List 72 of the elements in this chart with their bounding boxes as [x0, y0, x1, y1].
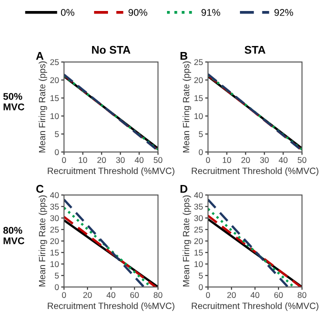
y-tick-label: 0	[198, 284, 203, 290]
y-tick-label: 5	[198, 131, 203, 138]
text: A	[36, 52, 44, 60]
y-tick-label: 40	[194, 192, 203, 198]
x-tick-label: 40	[134, 157, 144, 163]
y-tick-label: 15	[194, 250, 203, 256]
x-tick-label: 0	[62, 157, 66, 163]
y-tick-label: 30	[50, 215, 59, 222]
y-axis-title: Mean Firing Rate (pps)	[182, 61, 192, 152]
y-tick-label: 15	[50, 95, 59, 102]
x-tick-label: 30	[260, 157, 269, 163]
x-tick-label: 0	[62, 292, 66, 298]
y-tick-label: 10	[50, 113, 59, 120]
y-tick-label: 10	[50, 261, 59, 268]
legend-label: 90%	[128, 9, 148, 16]
x-tick-label: 40	[278, 157, 288, 163]
y-tick-label: 15	[194, 95, 203, 102]
text: D	[180, 185, 188, 193]
y-tick-label: 35	[194, 204, 203, 210]
text: 80% MVC	[3, 226, 24, 244]
text: 50% MVC	[3, 92, 24, 110]
x-axis-title: Recruitment Threshold (%MVC)	[192, 302, 318, 311]
x-tick-label: 10	[222, 157, 232, 163]
y-tick-label: 35	[50, 204, 59, 210]
x-tick-label: 20	[83, 292, 92, 298]
y-tick-label: 10	[194, 261, 203, 268]
y-tick-label: 30	[194, 215, 203, 222]
chart-title: No STA	[92, 46, 130, 54]
x-tick-label: 80	[298, 292, 306, 298]
x-tick-label: 30	[116, 157, 125, 163]
legend-label: 0%	[60, 9, 74, 16]
y-tick-label: 15	[50, 250, 59, 256]
x-tick-label: 50	[154, 157, 162, 163]
y-tick-label: 20	[194, 77, 203, 84]
text: B	[180, 52, 188, 60]
x-tick-label: 20	[97, 157, 106, 163]
y-axis-title: Mean Firing Rate (pps)	[38, 195, 48, 286]
y-tick-label: 5	[54, 131, 59, 138]
chart-title: STA	[244, 46, 266, 54]
y-tick-label: 5	[198, 272, 203, 279]
x-tick-label: 0	[206, 157, 210, 163]
y-tick-label: 20	[194, 238, 203, 244]
x-axis-title: Recruitment Threshold (%MVC)	[48, 167, 174, 176]
x-tick-label: 40	[250, 292, 260, 298]
x-tick-label: 20	[241, 157, 250, 163]
y-tick-label: 0	[54, 284, 59, 290]
x-tick-label: 20	[227, 292, 236, 298]
x-axis-title: Recruitment Threshold (%MVC)	[192, 167, 318, 176]
text: C	[36, 184, 44, 193]
legend-label: 92%	[274, 9, 294, 16]
x-tick-label: 40	[106, 292, 116, 298]
y-tick-label: 25	[194, 59, 203, 66]
x-tick-label: 80	[154, 292, 162, 298]
y-tick-label: 10	[194, 113, 203, 120]
x-tick-label: 60	[274, 292, 283, 298]
y-axis-title: Mean Firing Rate (pps)	[182, 195, 192, 286]
y-tick-label: 20	[50, 77, 59, 84]
y-tick-label: 20	[50, 238, 59, 244]
x-axis-title: Recruitment Threshold (%MVC)	[48, 302, 174, 311]
y-tick-label: 0	[198, 149, 203, 156]
legend-label: 91%	[202, 9, 220, 16]
y-tick-label: 0	[54, 149, 59, 156]
y-tick-label: 25	[50, 59, 59, 66]
x-tick-label: 10	[78, 157, 88, 163]
y-tick-label: 25	[50, 226, 59, 233]
y-tick-label: 40	[50, 192, 59, 198]
x-tick-label: 50	[298, 157, 306, 163]
y-tick-label: 5	[54, 272, 59, 279]
y-axis-title: Mean Firing Rate (pps)	[38, 61, 48, 152]
x-tick-label: 0	[206, 292, 210, 298]
y-tick-label: 25	[194, 226, 203, 233]
x-tick-label: 60	[130, 292, 139, 298]
